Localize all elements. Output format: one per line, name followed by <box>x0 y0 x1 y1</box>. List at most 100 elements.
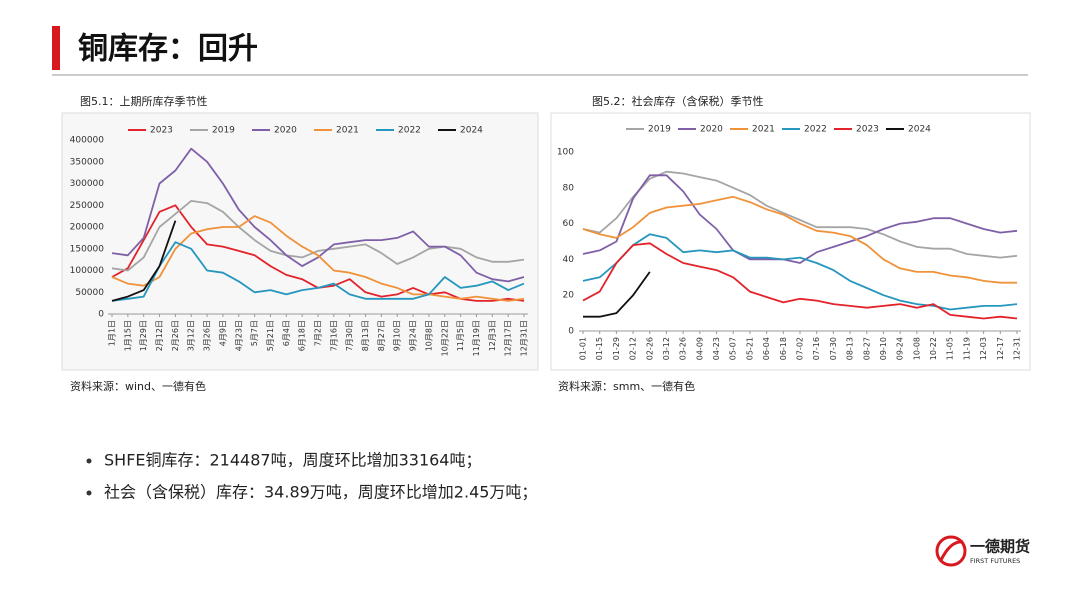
legend-label: 2023 <box>856 125 879 135</box>
legend-label: 2024 <box>460 126 483 136</box>
x-tick-label: 3月12日 <box>187 320 196 351</box>
x-tick-label: 01-01 <box>579 337 588 360</box>
y-tick-label: 40 <box>563 255 575 265</box>
bullet: 社会（含保税）库存：34.89万吨，周度环比增加2.45万吨； <box>104 483 537 502</box>
bullet: SHFE铜库存：214487吨，周度环比增加33164吨； <box>104 451 481 470</box>
legend-label: 2022 <box>804 125 827 135</box>
x-tick-label: 6月4日 <box>282 320 291 346</box>
series-line <box>582 242 1018 320</box>
x-tick-label: 9月10日 <box>393 320 402 351</box>
logo-name: 一德期货 <box>970 538 1030 556</box>
source-note: 资料来源：wind、一德有色 <box>70 379 206 393</box>
x-tick-label: 07-02 <box>796 337 805 360</box>
x-tick-label: 12-31 <box>1013 337 1022 360</box>
x-tick-label: 10月22日 <box>440 320 449 356</box>
x-tick-label: 09-10 <box>879 337 888 360</box>
chart-title: 图5.2：社会库存（含保税）季节性 <box>592 94 764 108</box>
x-tick-label: 02-12 <box>629 337 638 360</box>
x-tick-label: 01-15 <box>595 337 604 360</box>
x-tick-label: 12月17日 <box>504 320 513 356</box>
y-tick-label: 150000 <box>70 244 105 254</box>
x-tick-label: 05-07 <box>729 337 738 360</box>
y-tick-label: 350000 <box>70 157 105 167</box>
series-line <box>111 147 525 283</box>
bullet-dot <box>86 490 92 496</box>
x-tick-label: 9月24日 <box>409 320 418 351</box>
x-tick-label: 1月1日 <box>108 320 117 346</box>
x-tick-label: 10-08 <box>912 337 921 360</box>
x-tick-label: 04-23 <box>712 337 721 360</box>
series-line <box>111 220 177 302</box>
x-tick-label: 6月18日 <box>298 320 307 351</box>
x-tick-label: 7月2日 <box>314 320 323 346</box>
x-tick-label: 11-19 <box>962 337 971 360</box>
x-tick-label: 4月23日 <box>234 320 243 351</box>
x-tick-label: 1月15日 <box>123 320 132 351</box>
slide-title: 铜库存：回升 <box>78 32 258 67</box>
logo-swoosh <box>939 540 964 561</box>
x-tick-label: 5月7日 <box>250 320 259 346</box>
x-tick-label: 04-09 <box>695 337 704 360</box>
source-note: 资料来源：smm、一德有色 <box>558 379 695 393</box>
y-tick-label: 80 <box>563 183 575 193</box>
title-bar <box>52 26 60 70</box>
x-tick-label: 06-04 <box>762 337 771 360</box>
logo-subtitle: FIRST FUTURES <box>970 557 1020 565</box>
x-tick-label: 12-17 <box>996 337 1005 360</box>
series-line <box>111 200 525 272</box>
x-tick-label: 3月26日 <box>203 320 212 351</box>
x-tick-label: 12-03 <box>979 337 988 360</box>
x-tick-label: 06-18 <box>779 337 788 360</box>
x-tick-label: 08-13 <box>846 337 855 360</box>
series-line <box>582 174 1018 264</box>
x-tick-label: 8月27日 <box>377 320 386 351</box>
x-tick-label: 2月26日 <box>171 320 180 351</box>
legend-label: 2021 <box>752 125 775 135</box>
x-tick-label: 11-05 <box>946 337 955 360</box>
x-tick-label: 08-27 <box>862 337 871 360</box>
x-tick-label: 11月5日 <box>456 320 465 351</box>
legend-label: 2024 <box>908 125 931 135</box>
y-tick-label: 0 <box>98 310 104 320</box>
y-tick-label: 0 <box>568 327 574 337</box>
series-line <box>111 241 525 302</box>
logo-mark <box>935 535 967 567</box>
y-tick-label: 100 <box>557 148 574 158</box>
chart-frame <box>550 112 1031 371</box>
x-tick-label: 7月16日 <box>329 320 338 351</box>
x-tick-label: 03-12 <box>662 337 671 360</box>
y-tick-label: 400000 <box>70 136 105 146</box>
series-line <box>583 271 651 318</box>
x-tick-label: 03-26 <box>679 337 688 360</box>
x-tick-label: 07-30 <box>829 337 838 360</box>
legend-label: 2022 <box>398 126 421 136</box>
y-tick-label: 300000 <box>70 179 105 189</box>
legend-label: 2019 <box>212 126 235 136</box>
x-tick-label: 8月13日 <box>361 320 370 351</box>
legend-label: 2019 <box>648 125 671 135</box>
y-tick-label: 20 <box>563 291 575 301</box>
y-tick-label: 100000 <box>70 266 105 276</box>
x-tick-label: 01-29 <box>612 337 621 360</box>
x-tick-label: 10-22 <box>929 337 938 360</box>
y-tick-label: 250000 <box>70 201 105 211</box>
x-tick-label: 09-24 <box>896 337 905 360</box>
x-tick-label: 02-26 <box>645 337 654 360</box>
x-tick-label: 2月12日 <box>155 320 164 351</box>
x-tick-label: 05-21 <box>745 337 754 360</box>
y-tick-label: 200000 <box>70 223 105 233</box>
x-tick-label: 12月3日 <box>488 320 497 351</box>
y-tick-label: 50000 <box>75 288 104 298</box>
series-line <box>582 170 1018 259</box>
x-tick-label: 4月9日 <box>218 320 227 346</box>
x-tick-label: 5月21日 <box>266 320 275 351</box>
chart-title: 图5.1：上期所库存季节性 <box>80 94 208 108</box>
legend-label: 2020 <box>700 125 723 135</box>
legend-label: 2020 <box>274 126 297 136</box>
series-line <box>582 195 1017 284</box>
x-tick-label: 7月30日 <box>345 320 354 351</box>
x-tick-label: 10月8日 <box>424 320 433 351</box>
bullet-dot <box>86 458 92 464</box>
